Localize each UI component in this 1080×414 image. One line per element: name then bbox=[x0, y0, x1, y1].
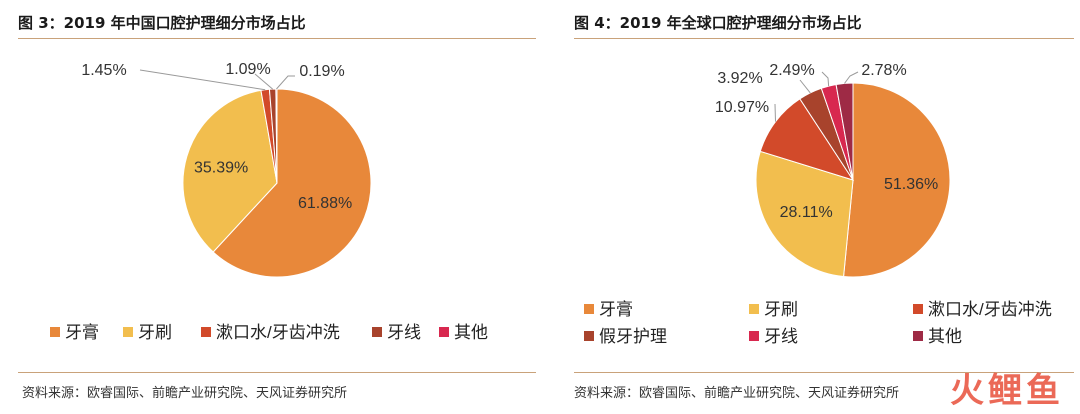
china-chart-source: 资料来源：欧睿国际、前瞻产业研究院、天风证券研究所 bbox=[22, 386, 348, 401]
leader-line bbox=[821, 71, 830, 87]
legend-label: 牙膏 bbox=[65, 322, 99, 342]
pie-slice-label: 3.92% bbox=[717, 70, 762, 87]
legend-swatch bbox=[584, 304, 594, 314]
global-chart-panel: 图 4：2019 年全球口腔护理细分市场占比 51.36% 28.11% 10.97… bbox=[560, 0, 1080, 414]
legend-swatch bbox=[913, 331, 923, 341]
legend-swatch bbox=[439, 327, 449, 337]
global-chart-source: 资料来源：欧睿国际、前瞻产业研究院、天风证券研究所 bbox=[574, 386, 900, 401]
legend-swatch bbox=[749, 304, 759, 314]
title-divider bbox=[18, 38, 536, 39]
legend-label: 牙线 bbox=[387, 323, 421, 342]
pie-slice-label: 0.19% bbox=[299, 63, 344, 80]
pie-slice bbox=[843, 82, 951, 278]
pie-slice bbox=[759, 98, 855, 181]
leader-line bbox=[844, 71, 859, 84]
legend-swatch bbox=[50, 327, 60, 337]
leader-line bbox=[254, 73, 273, 90]
leader-line bbox=[139, 69, 266, 91]
legend-label: 假牙护理 bbox=[599, 327, 667, 346]
legend-label: 漱口水/牙齿冲洗 bbox=[928, 300, 1052, 319]
title-divider bbox=[574, 38, 1074, 39]
pie-slice bbox=[182, 89, 278, 253]
legend-label: 牙刷 bbox=[138, 323, 172, 342]
global-chart-title: 图 4：2019 年全球口腔护理细分市场占比 bbox=[574, 14, 862, 32]
source-divider bbox=[18, 372, 536, 373]
leader-line bbox=[276, 75, 295, 90]
pie-slice-label: 35.39% bbox=[194, 159, 248, 176]
china-chart-panel: 图 3：2019 年中国口腔护理细分市场占比 61.88% 35.39% 1.45%… bbox=[18, 14, 536, 401]
legend-swatch bbox=[201, 327, 211, 337]
leader-line bbox=[774, 103, 777, 122]
legend-swatch bbox=[749, 331, 759, 341]
legend-label: 漱口水/牙齿冲洗 bbox=[216, 323, 340, 342]
pie-slice bbox=[755, 150, 854, 278]
legend-label: 牙线 bbox=[764, 327, 798, 346]
pie-slice-label: 1.45% bbox=[81, 62, 126, 79]
china-pie-chart: 61.88% 35.39% 1.45% 1.09% 0.19% 牙膏 牙刷 漱口水/牙齿冲洗 牙… bbox=[50, 61, 488, 342]
watermark-logo: 火鲤鱼 bbox=[950, 371, 1064, 411]
source-divider bbox=[574, 372, 1074, 373]
pie-slice-label: 10.97% bbox=[715, 99, 769, 116]
pie-slice-label: 61.88% bbox=[298, 195, 352, 212]
pie-slice-label: 2.49% bbox=[769, 62, 814, 79]
legend-swatch bbox=[123, 327, 133, 337]
pie-slice-label: 28.11% bbox=[780, 204, 833, 221]
china-chart-title: 图 3：2019 年中国口腔护理细分市场占比 bbox=[18, 14, 306, 32]
legend-label: 其他 bbox=[928, 327, 962, 346]
legend-label: 其他 bbox=[454, 323, 488, 342]
legend-label: 牙膏 bbox=[599, 299, 633, 319]
pie-slice-label: 51.36% bbox=[884, 176, 938, 193]
legend-swatch bbox=[372, 327, 382, 337]
leader-line bbox=[799, 79, 811, 94]
pie-slice-label: 1.09% bbox=[225, 61, 270, 78]
legend-label: 牙刷 bbox=[764, 300, 798, 319]
legend-swatch bbox=[913, 304, 923, 314]
legend-swatch bbox=[584, 331, 594, 341]
global-pie-chart: 51.36% 28.11% 10.97% 3.92% 2.49% 2.78% 牙膏 牙刷 漱口水… bbox=[584, 62, 1052, 346]
pie-slice-label: 2.78% bbox=[861, 62, 906, 79]
pie-slice bbox=[212, 88, 372, 278]
